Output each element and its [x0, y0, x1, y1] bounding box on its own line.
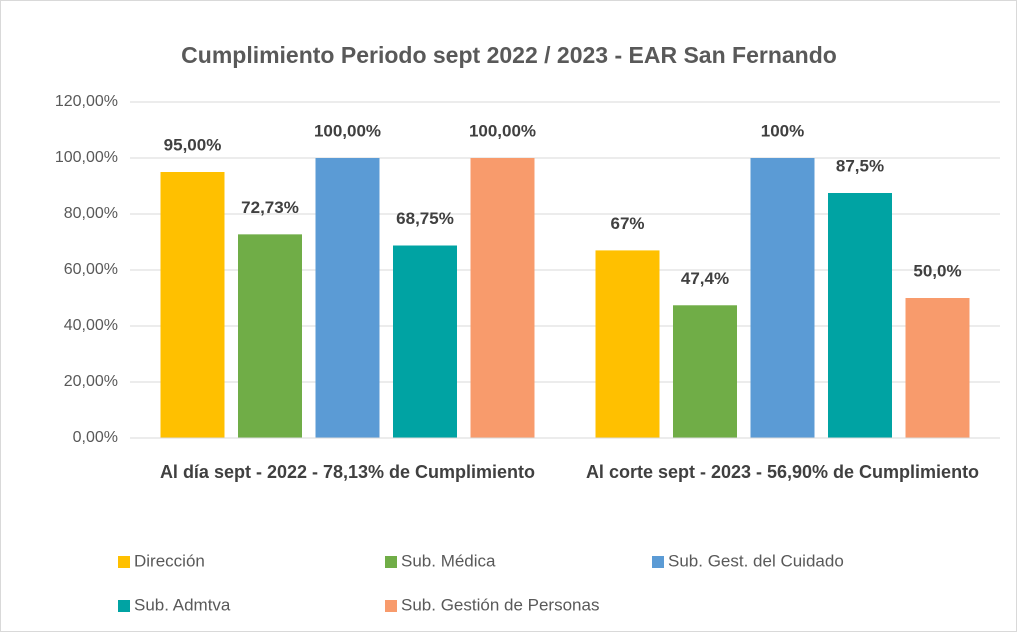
data-label: 47,4% [681, 269, 729, 288]
legend-swatch [118, 600, 130, 612]
data-label: 100,00% [469, 121, 536, 140]
legend-swatch [652, 556, 664, 568]
bar [595, 250, 660, 438]
data-label: 100% [761, 121, 804, 140]
legend-label: Dirección [134, 551, 205, 570]
legend-label: Sub. Gestión de Personas [401, 595, 599, 614]
legend-label: Sub. Médica [401, 551, 496, 570]
x-tick-label: Al día sept - 2022 - 78,13% de Cumplimie… [159, 462, 536, 482]
bar [673, 305, 737, 438]
legend-swatch [118, 556, 130, 568]
y-tick-label: 120,00% [55, 93, 118, 110]
y-tick-label: 40,00% [64, 317, 118, 334]
data-label: 67% [610, 214, 644, 233]
bar [750, 158, 815, 438]
x-tick-label: Al corte sept - 2023 - 56,90% de Cumplim… [585, 462, 980, 482]
data-label: 72,73% [241, 198, 299, 217]
bar [828, 193, 892, 438]
y-tick-label: 60,00% [64, 261, 118, 278]
chart-title: Cumplimiento Periodo sept 2022 / 2023 - … [181, 42, 837, 68]
legend-swatch [385, 556, 397, 568]
y-tick-label: 100,00% [55, 149, 118, 166]
data-label: 100,00% [314, 121, 381, 140]
data-label: 50,0% [913, 261, 961, 280]
y-tick-label: 20,00% [64, 373, 118, 390]
bar [905, 298, 970, 438]
bar [315, 158, 380, 438]
bar [160, 172, 225, 438]
legend-swatch [385, 600, 397, 612]
data-label: 68,75% [396, 209, 454, 228]
data-label: 95,00% [164, 135, 222, 154]
bar [470, 158, 535, 438]
y-tick-label: 0,00% [73, 429, 118, 446]
legend-label: Sub. Admtva [134, 595, 231, 614]
bar [238, 234, 302, 438]
y-tick-label: 80,00% [64, 205, 118, 222]
bar [393, 245, 457, 438]
data-label: 87,5% [836, 156, 884, 175]
legend-label: Sub. Gest. del Cuidado [668, 551, 844, 570]
